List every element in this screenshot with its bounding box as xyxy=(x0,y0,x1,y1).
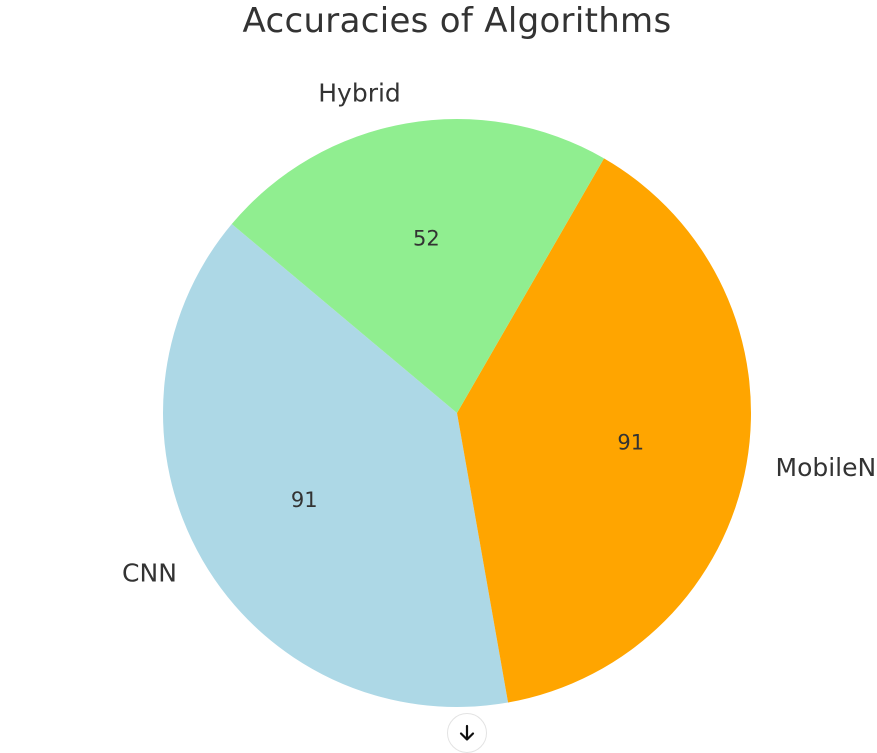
scroll-down-button[interactable] xyxy=(447,713,487,753)
slice-label-mobilenet: MobileNet xyxy=(776,453,877,482)
arrow-down-icon xyxy=(457,723,477,743)
value-label-cnn: 91 xyxy=(291,488,318,512)
value-label-mobilenet: 91 xyxy=(617,431,644,455)
slice-label-cnn: CNN xyxy=(122,559,177,588)
slice-label-hybrid: Hybrid xyxy=(318,79,401,108)
pie-slices xyxy=(163,119,751,707)
value-label-hybrid: 52 xyxy=(413,226,440,250)
